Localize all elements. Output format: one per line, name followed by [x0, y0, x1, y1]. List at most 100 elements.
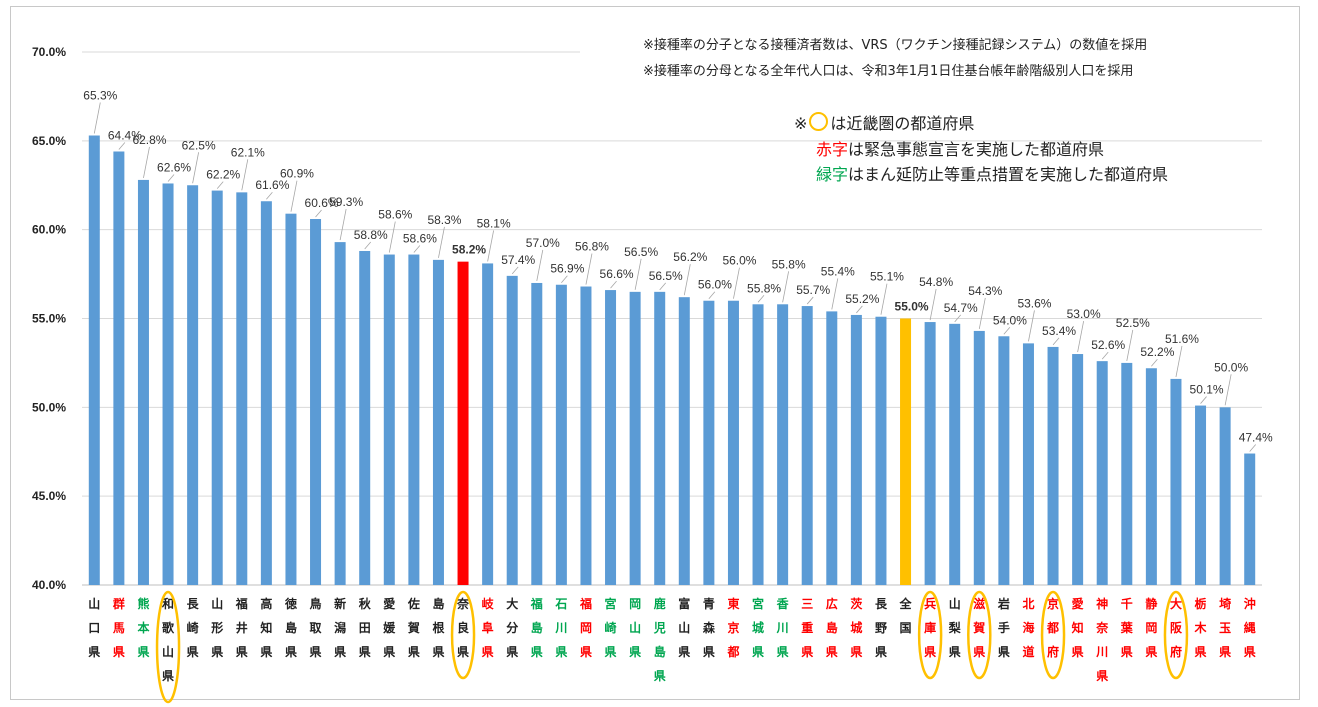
- leader-line: [487, 230, 495, 262]
- category-label: 大阪府: [1170, 596, 1183, 659]
- note-denominator: ※接種率の分母となる全年代人口は、令和3年1月1日住基台帳年齢階級別人口を採用: [643, 64, 1134, 79]
- category-label: 鹿児島県: [653, 596, 666, 683]
- category-label: 埼玉県: [1219, 596, 1231, 659]
- value-label: 58.1%: [477, 216, 511, 230]
- bar: [1047, 346, 1059, 585]
- y-axis: 40.0% 45.0% 50.0% 55.0% 60.0% 65.0% 70.0%: [32, 45, 66, 592]
- value-label: 55.8%: [747, 281, 781, 295]
- bar: [334, 242, 346, 585]
- value-label: 51.6%: [1165, 332, 1199, 346]
- y-tick-label: 45.0%: [32, 489, 66, 503]
- value-label: 54.8%: [919, 275, 953, 289]
- category-label: 岡山県: [629, 597, 641, 659]
- leader-lines: [93, 102, 1257, 452]
- leader-line: [511, 266, 519, 275]
- legend-red: 赤字は緊急事態宣言を実施した都道府県: [816, 136, 1104, 160]
- value-label: 58.3%: [427, 213, 461, 227]
- leader-line: [167, 174, 175, 182]
- leader-line: [954, 314, 962, 323]
- bar: [236, 192, 248, 585]
- kinki-circle: [155, 590, 181, 704]
- category-label: 山形県: [211, 596, 223, 659]
- category-label: 大分県: [506, 596, 518, 659]
- value-label: 64.4%: [108, 128, 142, 142]
- leader-line: [438, 226, 445, 258]
- category-label: 全国: [899, 596, 913, 635]
- category-label: 滋賀県: [972, 596, 985, 659]
- bar: [359, 250, 371, 585]
- leader-line: [93, 102, 101, 134]
- bar: [605, 290, 617, 585]
- category-label: 兵庫県: [924, 596, 936, 659]
- value-label: 52.6%: [1091, 338, 1125, 352]
- bar: [1244, 453, 1256, 585]
- leader-line: [388, 221, 396, 253]
- value-label: 56.5%: [649, 269, 683, 283]
- bar: [310, 219, 322, 586]
- kinki-circles: [155, 590, 1189, 704]
- y-tick-label: 60.0%: [32, 223, 66, 237]
- leader-line: [1175, 345, 1183, 377]
- bar: [187, 185, 199, 585]
- category-label: 宮崎県: [605, 596, 617, 659]
- leader-line: [856, 305, 863, 314]
- bar: [408, 254, 420, 586]
- value-label: 55.4%: [821, 264, 855, 278]
- value-label: 56.8%: [575, 240, 609, 254]
- category-label: 岐阜県: [482, 596, 495, 659]
- leader-line: [143, 146, 150, 178]
- category-label: 福島県: [530, 596, 543, 659]
- category-label: 高知県: [259, 596, 272, 659]
- category-label: 東京都: [726, 596, 739, 659]
- leader-line: [561, 275, 568, 284]
- kinki-circle: [917, 590, 943, 680]
- leader-line: [782, 271, 790, 303]
- value-label: 61.6%: [255, 178, 289, 192]
- bar: [482, 263, 494, 585]
- legend-kinki-text: は近畿圏の都道府県: [830, 114, 975, 133]
- bar: [850, 314, 862, 585]
- leader-line: [1126, 329, 1134, 361]
- leader-line: [708, 291, 716, 299]
- bar: [383, 254, 395, 586]
- leader-line: [929, 288, 937, 321]
- category-label: 富山県: [678, 596, 690, 659]
- leader-line: [1249, 444, 1257, 452]
- value-label: 59.3%: [329, 195, 363, 209]
- leader-line: [1151, 358, 1158, 367]
- value-label: 62.2%: [206, 168, 240, 182]
- leader-line: [880, 283, 888, 315]
- bar: [285, 213, 297, 585]
- bar: [654, 291, 666, 585]
- category-label: 愛媛県: [382, 596, 396, 659]
- gridlines: [82, 51, 1262, 586]
- bar: [555, 284, 567, 585]
- bar: [1145, 368, 1157, 585]
- leader-line: [339, 209, 347, 241]
- category-label: 奈良県: [456, 596, 470, 659]
- bar: [432, 259, 444, 585]
- value-label: 56.2%: [673, 250, 707, 264]
- legend-circle-icon: [809, 112, 829, 131]
- category-label: 熊本県: [137, 596, 149, 659]
- bar: [678, 297, 690, 585]
- value-label: 50.0%: [1214, 360, 1248, 374]
- legend-red-key: 赤字: [816, 140, 849, 159]
- category-label: 山梨県: [948, 596, 961, 659]
- bar: [1121, 362, 1133, 585]
- value-label: 52.2%: [1140, 345, 1174, 359]
- bar: [703, 300, 715, 585]
- value-label: 58.6%: [378, 208, 412, 222]
- value-label: 55.8%: [772, 257, 806, 271]
- category-label: 和歌山県: [161, 596, 175, 683]
- value-label: 50.1%: [1190, 383, 1224, 397]
- bar: [531, 282, 543, 585]
- bar: [875, 316, 887, 585]
- value-label: 56.5%: [624, 245, 658, 259]
- bar: [211, 190, 223, 585]
- value-labels: 65.3% 64.4%62.8% 62.6% 62.5% 62.2% 62.1% 61.6%…: [83, 89, 1273, 445]
- bar: [949, 323, 961, 585]
- leader-line: [1003, 327, 1011, 335]
- bar: [727, 300, 739, 585]
